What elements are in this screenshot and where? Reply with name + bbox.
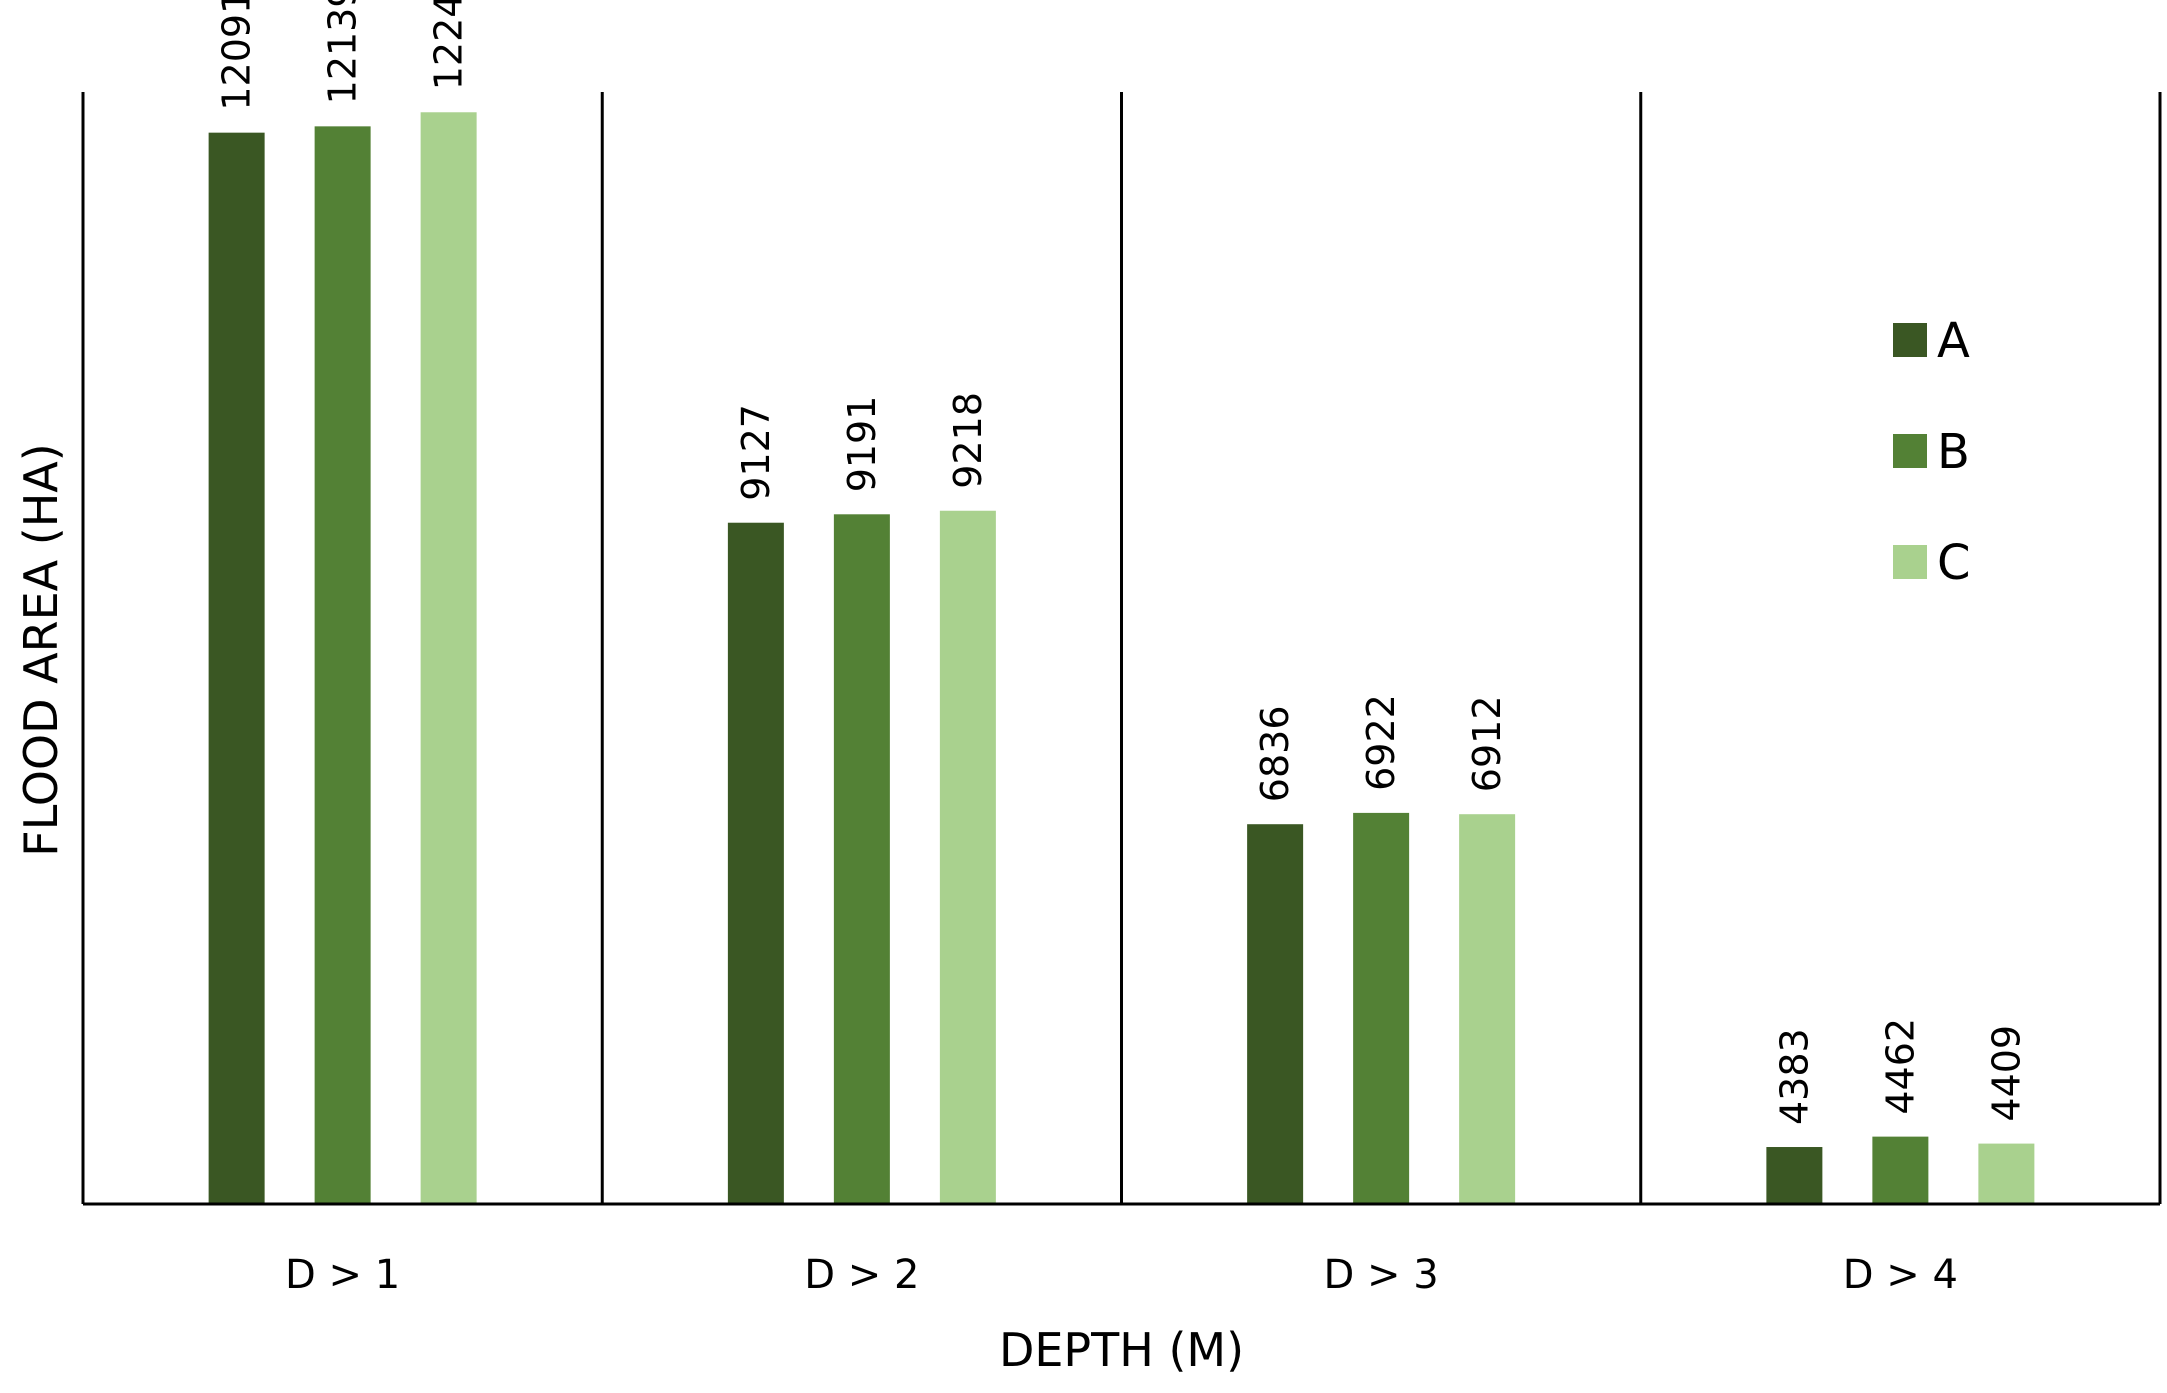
bar-a-3: [1247, 824, 1304, 1204]
x-tick-labels: D > 1 D > 2 D > 3 D > 4: [285, 1252, 1958, 1298]
data-label-a-4: 4383: [1772, 1028, 1816, 1125]
x-axis-title: DEPTH (M): [999, 1323, 1244, 1377]
legend-label-a: A: [1937, 313, 1970, 369]
x-tick-label: D > 2: [804, 1252, 919, 1298]
bar-c-1: [420, 112, 477, 1205]
legend-swatch-a: [1893, 323, 1927, 357]
bar-b-3: [1353, 812, 1410, 1204]
data-label-b-3: 6922: [1359, 694, 1403, 791]
data-label-c-4: 4409: [1984, 1025, 2028, 1122]
data-label-a-3: 6836: [1253, 705, 1297, 802]
bar-c-2: [939, 510, 996, 1205]
data-labels-layer: 12091 12139 12246 9127 9191 9218 6836 6922 6912 4…: [215, 0, 2029, 1125]
data-label-c-1: 12246: [427, 0, 471, 90]
data-label-c-2: 9218: [946, 392, 990, 489]
bar-b-2: [833, 514, 890, 1204]
data-label-a-2: 9127: [734, 404, 778, 501]
legend-label-c: C: [1937, 535, 1971, 591]
bar-b-4: [1872, 1136, 1929, 1204]
bars-layer: [208, 112, 2035, 1205]
bar-a-4: [1766, 1147, 1823, 1204]
y-axis-title: FLOOD AREA (HA): [14, 443, 68, 856]
data-label-c-3: 6912: [1465, 695, 1509, 792]
bar-b-1: [314, 126, 371, 1205]
category-dividers: [81, 92, 2162, 1204]
bar-a-2: [727, 522, 784, 1204]
legend-swatch-b: [1893, 434, 1927, 468]
data-label-b-1: 12139: [321, 0, 365, 104]
x-tick-label: D > 1: [285, 1252, 400, 1298]
x-tick-label: D > 3: [1324, 1252, 1439, 1298]
bar-c-4: [1978, 1143, 2035, 1204]
legend-swatch-c: [1893, 545, 1927, 579]
data-label-b-4: 4462: [1878, 1018, 1922, 1115]
bar-c-3: [1459, 814, 1516, 1204]
x-tick-label: D > 4: [1843, 1252, 1958, 1298]
data-label-a-1: 12091: [215, 0, 259, 111]
legend: ABC: [1893, 313, 1971, 591]
data-label-b-2: 9191: [840, 396, 884, 493]
bar-a-1: [208, 132, 265, 1204]
legend-label-b: B: [1937, 424, 1970, 480]
